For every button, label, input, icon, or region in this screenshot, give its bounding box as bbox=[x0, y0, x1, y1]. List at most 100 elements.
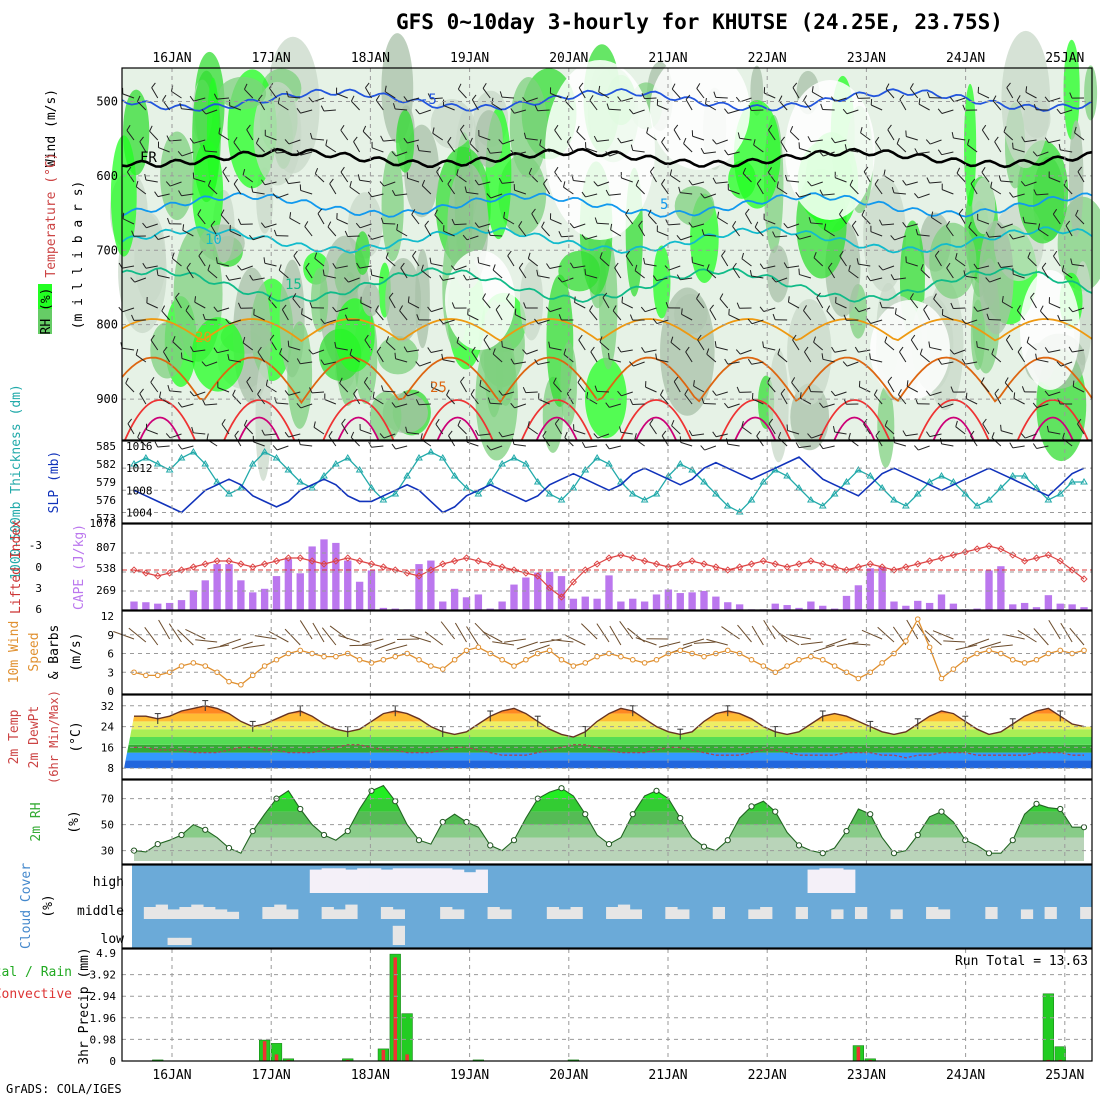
cape-bar bbox=[439, 602, 446, 610]
precip-total-label: Total / Rain bbox=[0, 965, 72, 980]
isotherm-label: 20 bbox=[195, 330, 212, 346]
temp-axis-label-b: 2m DewPt bbox=[27, 706, 42, 769]
wind-barb bbox=[991, 645, 1013, 647]
wind-barb-flag bbox=[582, 442, 585, 447]
rh-shade-blob bbox=[287, 321, 312, 428]
precip-tick-label: 0.98 bbox=[90, 1033, 117, 1046]
cape-bar bbox=[570, 599, 577, 610]
rh-point bbox=[630, 812, 635, 817]
rh-unit-label: (%) bbox=[67, 810, 82, 833]
wind-barb bbox=[1070, 628, 1084, 645]
wind-axis-label-a: 10m Wind bbox=[7, 621, 22, 684]
wind-speed-point bbox=[476, 645, 481, 650]
cloud-cell bbox=[677, 909, 689, 919]
wind-barb bbox=[386, 645, 407, 651]
cape-bar bbox=[700, 591, 707, 610]
cape-bar bbox=[653, 594, 660, 610]
wind-barb bbox=[285, 629, 300, 645]
wind-speed-point bbox=[298, 648, 303, 653]
cape-bar bbox=[938, 594, 945, 610]
wind-speed-point bbox=[559, 657, 564, 662]
cape-bar bbox=[463, 597, 470, 610]
cloud-cell bbox=[440, 868, 452, 893]
wind-barb-flag bbox=[820, 444, 823, 449]
cloud-cell bbox=[808, 870, 820, 893]
wind-speed-point bbox=[547, 648, 552, 653]
rh-shade-blob bbox=[150, 322, 184, 378]
rh-point bbox=[321, 832, 326, 837]
cape-bar bbox=[783, 605, 790, 610]
cloud-cell bbox=[760, 907, 772, 919]
wind-barb bbox=[145, 627, 158, 645]
cape-bar bbox=[593, 599, 600, 610]
cloud-cell bbox=[333, 909, 345, 919]
cloud-cell bbox=[748, 909, 760, 919]
date-label-top: 25JAN bbox=[1045, 51, 1084, 66]
cloud-cell bbox=[831, 909, 843, 919]
wind-barb bbox=[752, 626, 763, 645]
wind-barb bbox=[375, 642, 396, 650]
cloud-cell bbox=[831, 868, 843, 893]
wind-speed-point bbox=[915, 617, 920, 622]
cloud-cell bbox=[547, 907, 559, 919]
wind-speed-point bbox=[1022, 661, 1027, 666]
rh-point bbox=[915, 832, 920, 837]
thickness-tick-label: 576 bbox=[96, 494, 116, 507]
wind-barb bbox=[1061, 623, 1072, 642]
cloud-axis-label: Cloud Cover bbox=[19, 863, 34, 949]
wind-barb bbox=[490, 235, 502, 236]
cloud-cell bbox=[381, 870, 393, 893]
rh-point bbox=[654, 788, 659, 793]
temp-tick-label: 16 bbox=[101, 741, 114, 754]
wind-barb-flag bbox=[701, 446, 705, 451]
cape-bar bbox=[273, 576, 280, 610]
date-label-bottom: 25JAN bbox=[1045, 1068, 1084, 1083]
cloud-cell bbox=[428, 868, 440, 893]
wind-barb-flag bbox=[392, 444, 395, 449]
rh-point bbox=[749, 804, 754, 809]
wind-barb bbox=[269, 631, 288, 642]
rh-point bbox=[179, 832, 184, 837]
wind-speed-point bbox=[678, 648, 683, 653]
wind-speed-point bbox=[322, 654, 327, 659]
cape-tick-label: 807 bbox=[96, 541, 116, 554]
cloud-cell bbox=[985, 907, 997, 919]
cloud-cell bbox=[322, 868, 334, 893]
wind-barb-flag bbox=[1033, 444, 1036, 449]
wind-barb bbox=[728, 444, 740, 446]
cape-bar bbox=[1057, 604, 1064, 610]
temp-axis-label-c: (6hr Min/Max) bbox=[47, 690, 61, 784]
cloud-cell bbox=[452, 870, 464, 893]
cape-bar bbox=[249, 592, 256, 610]
wind-barb-flag bbox=[1001, 425, 1002, 431]
wind-barb bbox=[645, 98, 657, 99]
wind-speed-point bbox=[417, 657, 422, 662]
date-label-top: 19JAN bbox=[450, 51, 489, 66]
rh-point bbox=[440, 819, 445, 824]
wind-speed-point bbox=[820, 657, 825, 662]
cloud-cell bbox=[1021, 909, 1033, 919]
wind-barb bbox=[933, 631, 953, 639]
wind-barb bbox=[207, 645, 229, 649]
slp-axis-label: SLP (mb) bbox=[47, 451, 62, 514]
cape-bar bbox=[368, 570, 375, 610]
wind-barb bbox=[455, 623, 466, 642]
date-label-top: 20JAN bbox=[549, 51, 588, 66]
wind-barb bbox=[552, 640, 574, 642]
cloud-cell bbox=[843, 870, 855, 893]
slp-tick-label: 1012 bbox=[126, 462, 153, 475]
cape-bar bbox=[617, 602, 624, 610]
cape-bar bbox=[629, 599, 636, 610]
cape-bar bbox=[475, 594, 482, 610]
wind-barb bbox=[1049, 620, 1060, 639]
rh-shade-blob bbox=[1001, 31, 1050, 168]
wind-barb bbox=[322, 628, 336, 645]
wind-speed-point bbox=[191, 661, 196, 666]
cloud-layer-label: high bbox=[93, 875, 124, 890]
rh-point bbox=[1058, 806, 1063, 811]
wind-barb-flag bbox=[914, 446, 918, 451]
rh-shade-blob bbox=[362, 283, 380, 316]
wind-barb bbox=[300, 620, 312, 639]
cape-bar bbox=[178, 600, 185, 610]
wind-barb bbox=[362, 639, 383, 645]
